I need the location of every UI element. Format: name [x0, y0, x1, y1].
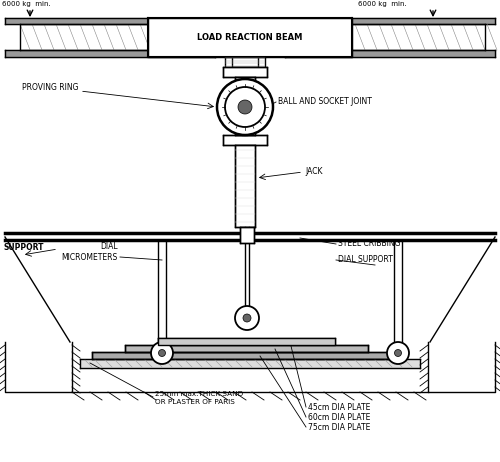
Bar — [235, 145, 255, 227]
Bar — [125, 345, 368, 352]
Text: 25mm max.THICK SAND
OR PLASTER OF PARIS: 25mm max.THICK SAND OR PLASTER OF PARIS — [155, 391, 243, 405]
Text: 45cm DIA PLATE: 45cm DIA PLATE — [308, 403, 370, 413]
Circle shape — [243, 314, 251, 322]
Text: DIAL
MICROMETERS: DIAL MICROMETERS — [62, 242, 118, 261]
Text: JACK: JACK — [305, 168, 322, 176]
Text: 6000 kg  min.: 6000 kg min. — [358, 1, 407, 7]
Bar — [240, 227, 254, 243]
Circle shape — [238, 100, 252, 114]
Bar — [223, 67, 267, 77]
Bar — [158, 338, 335, 345]
Circle shape — [158, 349, 166, 357]
Text: LOAD REACTION BEAM: LOAD REACTION BEAM — [198, 32, 302, 42]
Bar — [92, 352, 400, 359]
Circle shape — [394, 349, 402, 357]
Text: BALL AND SOCKET JOINT: BALL AND SOCKET JOINT — [278, 97, 372, 107]
Circle shape — [151, 342, 173, 364]
Circle shape — [217, 79, 273, 135]
Bar — [148, 18, 352, 57]
Text: SUPPORT: SUPPORT — [3, 243, 43, 253]
Text: STEEL CRIBBING: STEEL CRIBBING — [338, 239, 400, 249]
Text: 75cm DIA PLATE: 75cm DIA PLATE — [308, 424, 370, 432]
Bar — [223, 135, 267, 145]
Bar — [232, 57, 258, 67]
Text: 60cm DIA PLATE: 60cm DIA PLATE — [308, 413, 370, 423]
Text: 6000 kg  min.: 6000 kg min. — [2, 1, 51, 7]
Bar — [235, 125, 255, 135]
Text: DIAL SUPPORT: DIAL SUPPORT — [338, 255, 393, 265]
Circle shape — [225, 87, 265, 127]
Circle shape — [387, 342, 409, 364]
Bar — [235, 77, 255, 87]
Circle shape — [235, 306, 259, 330]
Text: PROVING RING: PROVING RING — [22, 84, 78, 92]
